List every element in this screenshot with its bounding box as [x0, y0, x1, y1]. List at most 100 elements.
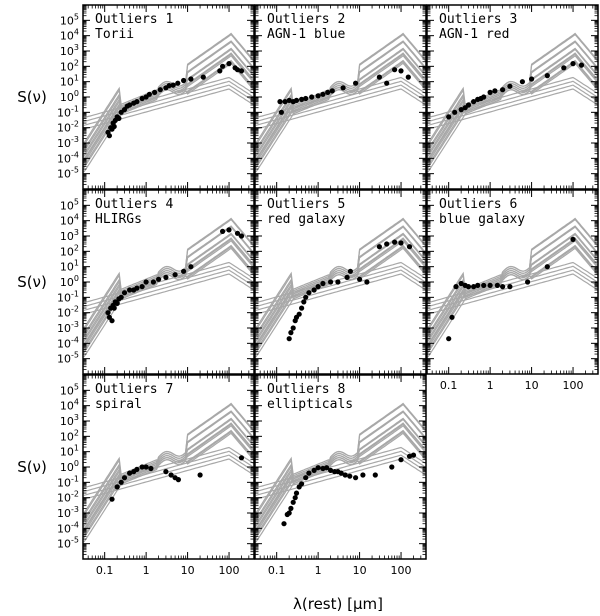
data-point — [315, 284, 321, 290]
data-point — [175, 80, 181, 86]
template-sed-line — [255, 403, 426, 539]
data-point — [529, 76, 535, 82]
data-point — [288, 330, 294, 336]
data-point — [446, 336, 452, 342]
data-point — [111, 123, 117, 130]
data-point — [105, 310, 111, 316]
template-sed-line — [255, 88, 426, 130]
data-point — [170, 82, 176, 88]
template-sed-line — [83, 60, 254, 157]
data-point — [175, 477, 181, 483]
data-points — [105, 227, 245, 324]
y-tick-label: 103 — [60, 43, 79, 58]
data-point — [507, 83, 513, 89]
panel-title: Outliers 8 — [267, 382, 345, 397]
data-point — [340, 85, 346, 91]
data-point — [360, 472, 366, 478]
data-point — [286, 97, 292, 103]
data-point — [487, 282, 493, 288]
template-sed-line — [255, 450, 426, 493]
x-tick-label: 10 — [525, 379, 539, 392]
data-point — [320, 91, 326, 97]
template-sed-line — [83, 261, 254, 304]
template-sed-line — [255, 411, 426, 522]
data-point — [121, 290, 128, 296]
template-sed-line — [83, 430, 254, 527]
data-point — [315, 465, 321, 471]
data-point — [146, 91, 152, 97]
data-point — [376, 74, 382, 80]
data-point — [398, 457, 404, 463]
y-tick-label: 10-3 — [57, 320, 79, 335]
template-sed-line — [255, 41, 426, 152]
data-point — [299, 305, 305, 311]
panel-subtitle: red galaxy — [267, 212, 345, 227]
data-point — [134, 466, 140, 472]
data-point — [299, 481, 305, 487]
data-points — [109, 455, 245, 502]
data-points — [281, 452, 417, 527]
data-point — [286, 336, 292, 342]
template-seds — [83, 402, 254, 543]
data-point — [181, 268, 187, 274]
data-point — [152, 89, 158, 95]
panel-subtitle: HLIRGs — [95, 212, 142, 227]
y-tick-label: 104 — [60, 213, 79, 228]
template-sed-line — [427, 48, 598, 164]
data-points — [277, 67, 411, 115]
data-point — [500, 87, 506, 93]
data-point — [405, 74, 411, 80]
data-point — [163, 274, 169, 280]
x-tick-label: 10 — [181, 564, 195, 577]
x-tick-label: 10 — [353, 564, 367, 577]
data-point — [220, 63, 226, 69]
data-point — [344, 274, 350, 280]
template-seds — [427, 32, 598, 173]
template-sed-line — [427, 88, 598, 130]
data-point — [200, 74, 206, 80]
data-point — [293, 97, 300, 103]
template-sed-line — [427, 261, 598, 304]
data-point — [197, 472, 203, 478]
data-point — [328, 279, 334, 285]
data-point — [172, 272, 178, 278]
data-point — [226, 61, 232, 67]
data-point — [384, 241, 390, 247]
panel-subtitle: spiral — [95, 397, 142, 412]
data-point — [234, 230, 241, 236]
data-point — [181, 77, 187, 84]
y-tick-label: 102 — [60, 428, 79, 443]
y-tick-label: 10-2 — [57, 305, 79, 320]
panel-7: Outliers 7spiral10510410310210110010-110… — [57, 374, 255, 560]
y-tick-label: 105 — [60, 382, 79, 397]
template-sed-line — [255, 273, 426, 315]
data-points — [446, 61, 585, 120]
data-point — [188, 76, 194, 82]
template-sed-line — [83, 450, 254, 493]
data-point — [220, 228, 226, 234]
data-point — [392, 67, 398, 73]
y-tick-label: 100 — [60, 274, 79, 289]
data-point — [320, 280, 326, 287]
y-tick-label: 100 — [60, 459, 79, 474]
data-point — [311, 287, 317, 293]
template-sed-line — [83, 54, 254, 162]
data-point — [449, 314, 455, 320]
data-point — [234, 67, 241, 73]
y-tick-label: 10-4 — [57, 520, 79, 535]
data-point — [290, 325, 296, 331]
data-point — [329, 88, 335, 94]
data-point — [109, 496, 115, 502]
panel-title: Outliers 2 — [267, 12, 345, 27]
data-point — [296, 311, 302, 317]
y-tick-label: 10-5 — [57, 166, 79, 181]
template-seds — [255, 402, 426, 543]
panel-subtitle: AGN-1 red — [439, 27, 509, 42]
data-point — [109, 318, 115, 324]
template-seds — [255, 217, 426, 358]
template-sed-line — [255, 245, 426, 342]
y-tick-label: 103 — [60, 228, 79, 243]
